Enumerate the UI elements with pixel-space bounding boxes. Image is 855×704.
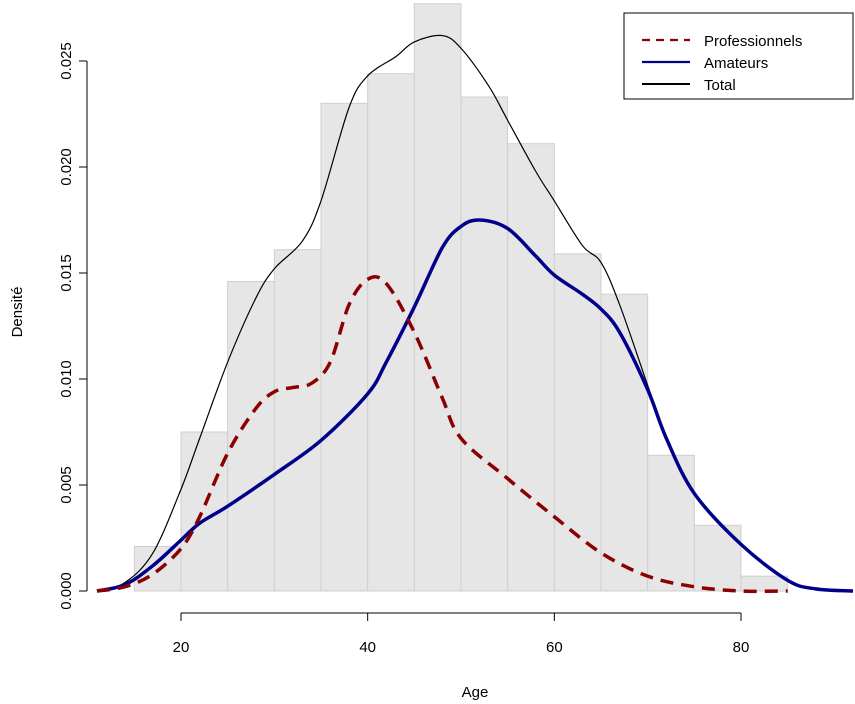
legend-label-professionnels: Professionnels bbox=[704, 33, 802, 50]
y-tick-label: 0.015 bbox=[58, 254, 75, 292]
histogram-bar bbox=[740, 575, 789, 592]
y-axis: 0.000 0.005 0.010 0.015 0.020 0.025 bbox=[58, 42, 88, 610]
x-axis-label: Age bbox=[462, 684, 489, 701]
histogram-bar bbox=[227, 280, 275, 592]
histogram-bar bbox=[320, 102, 369, 592]
legend-label-total: Total bbox=[704, 77, 736, 94]
histogram-bar bbox=[647, 454, 695, 592]
x-axis: 20 40 60 80 bbox=[173, 612, 750, 656]
x-tick-label: 40 bbox=[359, 639, 376, 656]
histogram-bar bbox=[693, 524, 742, 592]
series-line-professionnels bbox=[96, 275, 788, 594]
density-curves bbox=[96, 34, 854, 594]
series-line-amateurs bbox=[96, 218, 854, 593]
histogram-bar bbox=[460, 96, 509, 592]
legend-label-amateurs: Amateurs bbox=[704, 55, 768, 72]
x-tick-label: 60 bbox=[546, 639, 563, 656]
x-tick-label: 20 bbox=[173, 639, 190, 656]
histogram bbox=[133, 3, 789, 592]
y-tick-label: 0.005 bbox=[58, 466, 75, 504]
legend: Professionnels Amateurs Total bbox=[623, 12, 854, 100]
histogram-bar bbox=[413, 3, 462, 592]
histogram-bar bbox=[273, 249, 322, 592]
y-tick-label: 0.020 bbox=[58, 148, 75, 186]
histogram-bar bbox=[507, 143, 555, 592]
y-tick-label: 0.010 bbox=[58, 360, 75, 398]
y-axis-label: Densité bbox=[9, 287, 26, 338]
y-tick-label: 0.025 bbox=[58, 42, 75, 80]
y-tick-label: 0.000 bbox=[58, 572, 75, 610]
x-tick-label: 80 bbox=[733, 639, 750, 656]
histogram-bar bbox=[367, 73, 415, 592]
